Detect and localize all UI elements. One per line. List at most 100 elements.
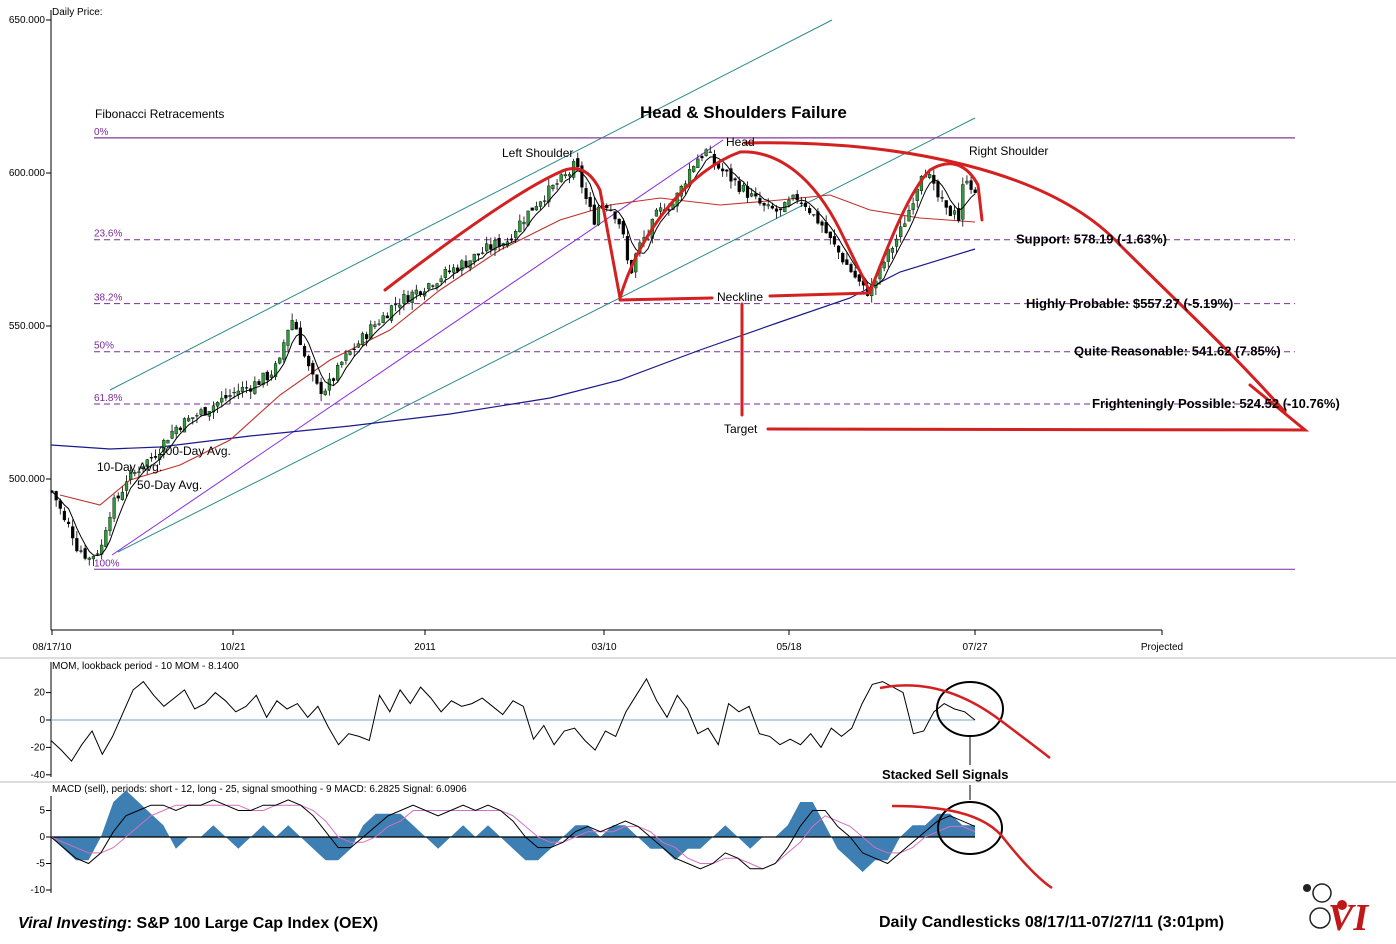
- mom-y-tick-label: 0: [39, 715, 45, 726]
- candlestick: [791, 194, 795, 201]
- candlestick: [733, 177, 737, 186]
- candlestick: [480, 246, 485, 255]
- candlestick: [294, 319, 298, 330]
- price-panel-title: Daily Price:: [52, 7, 103, 18]
- macd-line: [50, 799, 976, 870]
- macd-signal-line: [50, 804, 976, 870]
- candlestick: [220, 391, 224, 408]
- candlestick: [692, 165, 696, 173]
- candlestick: [307, 354, 311, 371]
- candlestick: [282, 339, 286, 364]
- ma-50-day-line: [59, 194, 976, 506]
- candlestick: [137, 466, 141, 479]
- candlestick: [129, 464, 133, 485]
- candlestick: [567, 171, 572, 184]
- candlestick: [356, 340, 360, 348]
- candlestick: [120, 486, 124, 501]
- price-x-tick-label: 05/18: [776, 642, 801, 653]
- macd-histogram-area: [51, 790, 975, 872]
- candlestick: [841, 251, 845, 265]
- candlestick: [721, 162, 725, 177]
- candlestick: [336, 362, 340, 383]
- signals-label: Stacked Sell Signals: [882, 767, 1008, 782]
- candlestick: [215, 401, 220, 414]
- pattern-title: Head & Shoulders Failure: [640, 103, 847, 122]
- macd-panel-title: MACD (sell), periods: short - 12, long -…: [52, 784, 467, 795]
- candlestick: [592, 197, 596, 226]
- macd-y-tick-label: -10: [31, 885, 46, 896]
- candlestick: [87, 556, 91, 566]
- candlestick: [944, 200, 948, 215]
- candlestick: [451, 264, 456, 280]
- candlestick: [174, 424, 178, 438]
- macd-y-axis: 5 0 -5 -10: [31, 806, 51, 896]
- candlestick: [381, 312, 385, 324]
- price-x-tick-label: 2011: [414, 642, 436, 653]
- macd-decline-arc: [891, 804, 1053, 890]
- candlestick: [940, 190, 944, 203]
- candlestick: [894, 234, 899, 254]
- candlestick: [584, 182, 588, 205]
- candlestick: [741, 182, 745, 193]
- candlestick: [625, 229, 630, 265]
- candlestick: [485, 236, 489, 253]
- price-x-tick-label: Projected: [1141, 642, 1183, 653]
- ma-50-label: 50-Day Avg.: [137, 478, 202, 492]
- candlestick: [725, 169, 729, 177]
- candlestick: [261, 372, 265, 388]
- candlestick: [903, 216, 907, 227]
- candlestick: [187, 415, 191, 422]
- fib-level-label: 61.8%: [94, 393, 122, 404]
- candlestick: [547, 179, 551, 208]
- candlestick: [141, 466, 145, 472]
- candlestick: [79, 545, 83, 554]
- candlestick: [729, 163, 733, 189]
- candlestick: [315, 374, 319, 386]
- candlestick: [431, 284, 435, 289]
- candlestick: [493, 237, 497, 257]
- candlestick: [559, 172, 563, 183]
- candlestick: [302, 343, 307, 358]
- price-y-tick-label: 600.000: [9, 168, 46, 179]
- price-x-tick-label: 03/10: [591, 642, 616, 653]
- candlestick: [133, 469, 137, 477]
- candlestick: [754, 187, 758, 200]
- candlestick: [708, 145, 712, 153]
- candlestick: [758, 191, 762, 206]
- candlestick: [596, 204, 601, 226]
- candlestick: [654, 207, 659, 217]
- candlestick: [348, 350, 352, 356]
- neckline-label: Neckline: [717, 290, 763, 304]
- candlestick: [911, 197, 915, 215]
- candlestick: [576, 152, 580, 169]
- candlestick: [319, 377, 323, 402]
- fib-level-label: 100%: [94, 558, 120, 569]
- fib-level-label: 50%: [94, 341, 114, 352]
- footer-left: Viral Investing: S&P 100 Large Cap Index…: [18, 915, 378, 932]
- candlestick: [447, 264, 452, 274]
- candlestick: [472, 253, 476, 266]
- candlestick: [952, 204, 957, 220]
- candlestick: [344, 349, 348, 365]
- price-y-tick-label: 500.000: [9, 474, 46, 485]
- logo-text: VI: [1328, 897, 1369, 939]
- candlestick: [766, 198, 770, 210]
- candlestick: [331, 377, 336, 387]
- price-x-tick-label: 08/17/10: [33, 642, 72, 653]
- candlestick: [228, 389, 232, 404]
- left-shoulder-label: Left Shoulder: [502, 146, 573, 160]
- macd-y-tick-label: -5: [36, 859, 45, 870]
- candlestick: [116, 492, 120, 502]
- candlestick: [965, 175, 969, 185]
- candlestick: [323, 388, 327, 396]
- candlestick: [538, 201, 543, 211]
- sell-signal-circle-macd: [937, 801, 1003, 855]
- candlestick: [178, 426, 182, 433]
- right-shoulder-label: Right Shoulder: [969, 144, 1048, 158]
- ma-10-day-line: [51, 156, 976, 557]
- candlestick: [273, 360, 278, 381]
- fib-level-label: 38.2%: [94, 293, 122, 304]
- candlestick: [812, 214, 816, 217]
- candlestick: [62, 507, 67, 522]
- candlestick: [191, 417, 195, 425]
